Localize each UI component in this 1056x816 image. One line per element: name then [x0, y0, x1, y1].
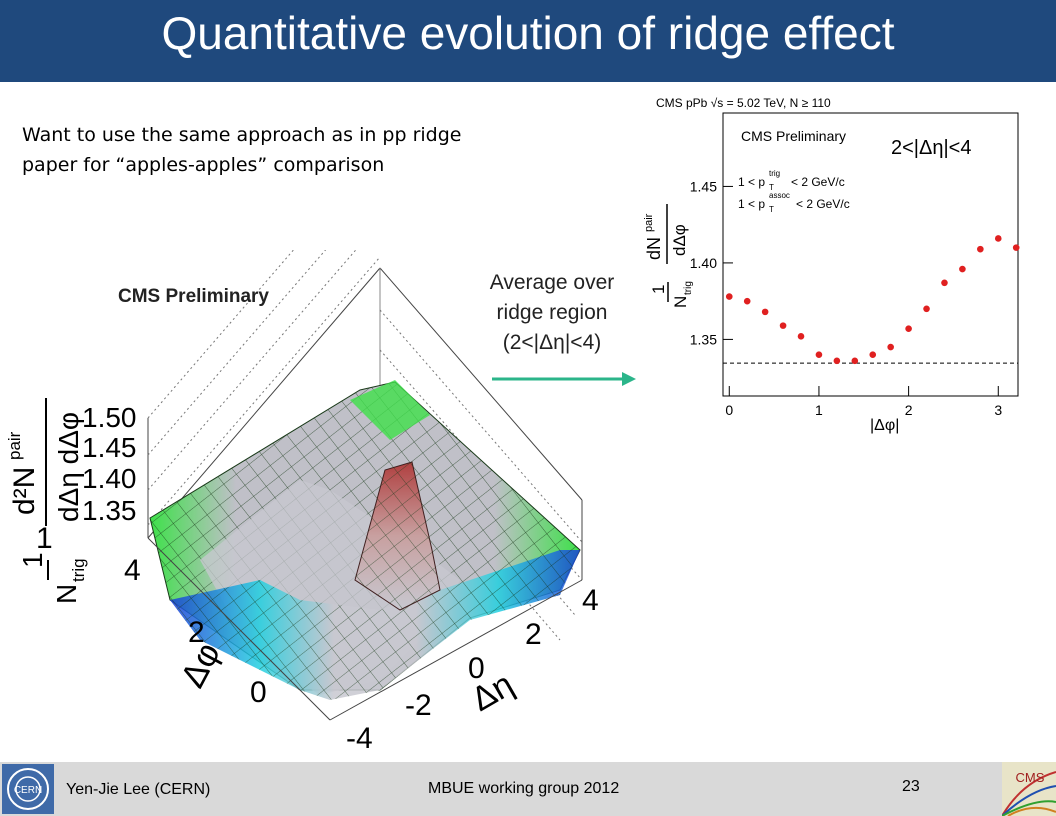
scatter-cut-2-lhs: 1 < p [738, 197, 765, 211]
surface-x-tick-3: 2 [525, 618, 542, 651]
scatter-point [725, 293, 733, 300]
scatter-x-tick-label: 2 [905, 402, 913, 418]
surface-x-axis-line [329, 579, 583, 721]
scatter-x-tick-label: 3 [994, 402, 1002, 418]
footer-page-number: 23 [902, 778, 920, 795]
scatter-point [869, 351, 877, 358]
surface-z-prefactor-text: 1 [17, 552, 48, 568]
scatter-cut-1-sub: T [769, 183, 774, 192]
scatter-point [941, 279, 948, 287]
surface-z-prefactor-sub: trig [69, 558, 88, 582]
surface-z-tick-0: 1.50 [82, 402, 137, 433]
arrow-caption: Average over ridge region (2<|Δη|<4) [452, 268, 652, 358]
scatter-cut-1-rhs: < 2 GeV/c [791, 175, 845, 189]
surface-mesh [149, 380, 581, 700]
scatter-y-prefactor-den: N [671, 296, 690, 308]
surface-z-denominator: dΔη dΔφ [53, 412, 84, 522]
surface-z-tick-2: 1.40 [82, 463, 137, 494]
scatter-point [833, 357, 841, 365]
surface-x-tick-4: 4 [582, 584, 599, 617]
scatter-y-prefactor-sub: trig [683, 281, 694, 295]
scatter-point [959, 265, 966, 273]
caption-line-3: (2<|Δη|<4) [502, 331, 602, 354]
surface-x-tick-0: -4 [346, 722, 373, 755]
scatter-point [779, 322, 787, 329]
scatter-point [815, 351, 823, 358]
scatter-cut-2-sup: assoc [769, 191, 790, 200]
scatter-y-tick-label: 1.40 [690, 255, 717, 271]
scatter-ticks: 1.35 1.40 1.45 0 1 2 3 [690, 178, 1003, 418]
surface-z-prefactor-den: N [51, 584, 82, 604]
caption-line-2: ridge region [496, 301, 608, 324]
surface-z-ticks: 1.50 1.45 1.40 1.35 [82, 402, 137, 526]
surface-plot: CMS Preliminary 1 1 N trig d²N pair dΔη … [5, 250, 599, 755]
scatter-point [851, 357, 859, 365]
scatter-y-sup: pair [643, 213, 655, 232]
scatter-point [761, 308, 769, 316]
surface-title: CMS Preliminary [118, 286, 269, 307]
scatter-y-numerator: dN [644, 237, 664, 260]
intro-line-2: paper for “apples-apples” comparison [22, 154, 385, 176]
scatter-point [743, 297, 751, 305]
surface-x-ticks: -4 -2 0 2 4 [346, 584, 599, 755]
scatter-point [905, 325, 912, 332]
surface-y-ticks: 4 2 0 [124, 554, 267, 709]
scatter-point [977, 245, 984, 253]
scatter-y-tick-label: 1.45 [690, 178, 717, 194]
footer [0, 762, 1056, 816]
scatter-points [723, 235, 1020, 365]
scatter-cut-1-lhs: 1 < p [738, 175, 765, 189]
scatter-cut-2: 1 < p assoc T < 2 GeV/c [738, 191, 850, 214]
title-bar: Quantitative evolution of ridge effect [0, 0, 1056, 82]
surface-z-sup: pair [5, 431, 24, 460]
arrow [492, 372, 636, 386]
scatter-point [887, 343, 894, 351]
cern-logo: CERN [2, 764, 54, 814]
scatter-y-denominator: dΔφ [670, 224, 689, 256]
surface-z-prefactor: 1 [36, 522, 53, 555]
caption-line-1: Average over [489, 271, 615, 294]
footer-author: Yen-Jie Lee (CERN) [66, 781, 211, 798]
scatter-y-tick-label: 1.35 [690, 331, 717, 347]
scatter-point [923, 305, 930, 313]
slide-title: Quantitative evolution of ridge effect [161, 7, 895, 59]
cms-logo: CMS [1002, 762, 1056, 816]
scatter-frame [722, 112, 1019, 397]
surface-x-tick-1: -2 [405, 689, 432, 722]
scatter-cut-2-sub: T [769, 205, 774, 214]
scatter-x-label: |Δφ| [870, 417, 899, 434]
scatter-point [1012, 244, 1020, 251]
scatter-title: CMS Preliminary [741, 128, 846, 144]
scatter-x-tick-label: 0 [725, 402, 733, 418]
scatter-x-tick-label: 1 [815, 402, 823, 418]
surface-z-tick-3: 1.35 [82, 495, 137, 526]
surface-y-tick-4: 4 [124, 554, 141, 587]
surface-z-label-rot: 1 N trig d²N pair dΔη dΔφ [5, 398, 88, 604]
scatter-point [994, 235, 1002, 242]
scatter-y-prefactor: 1 [649, 285, 668, 294]
surface-z-tick-1: 1.45 [82, 432, 137, 463]
footer-group: MBUE working group 2012 [428, 780, 620, 797]
surface-z-label: 1 [36, 522, 53, 555]
surface-y-axis-line [147, 537, 331, 721]
surface-box [147, 250, 583, 641]
intro-text: Want to use the same approach as in pp r… [22, 120, 542, 180]
arrow-head [622, 372, 636, 386]
scatter-point [797, 333, 805, 340]
surface-y-tick-2: 2 [188, 616, 205, 649]
scatter-plot: CMS pPb √s = 5.02 TeV, N ≥ 110 CMS Preli… [643, 96, 1020, 434]
scatter-cut-1: 1 < p trig T < 2 GeV/c [738, 169, 845, 192]
scatter-cut-2-rhs: < 2 GeV/c [796, 197, 850, 211]
scatter-y-label: 1 N trig dN pair dΔφ [643, 204, 694, 308]
scatter-cut-1-sup: trig [769, 169, 780, 178]
cern-logo-text: CERN [14, 785, 42, 796]
surface-x-tick-2: 0 [468, 652, 485, 685]
surface-y-tick-0: 0 [250, 676, 267, 709]
intro-line-1: Want to use the same approach as in pp r… [22, 124, 462, 146]
cms-logo-text: CMS [1016, 770, 1045, 785]
scatter-header: CMS pPb √s = 5.02 TeV, N ≥ 110 [656, 96, 831, 110]
surface-z-numerator: d²N [8, 467, 41, 515]
scatter-region-label: 2<|Δη|<4 [891, 137, 971, 159]
